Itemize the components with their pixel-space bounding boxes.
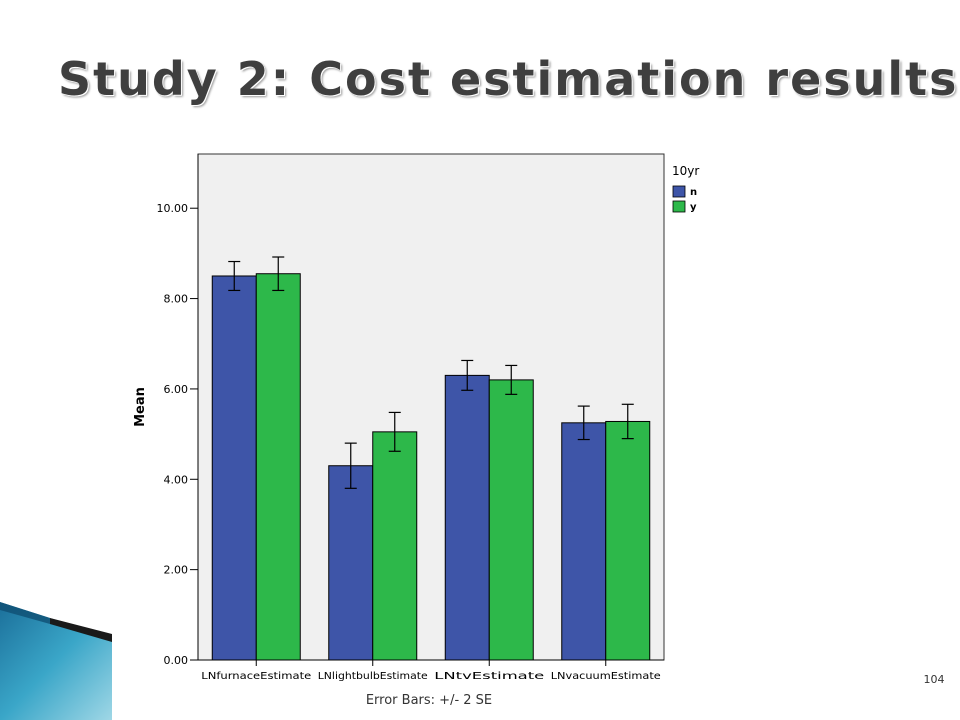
slide-title: Study 2: Cost estimation results — [58, 52, 959, 106]
bar-n-0 — [211, 275, 257, 661]
bar-n-1 — [328, 465, 374, 661]
error-bar-y-2 — [505, 364, 518, 395]
bar-n-3 — [561, 422, 607, 661]
bar-y-1 — [372, 431, 418, 661]
x-tick-label: LNvacuumEstimate — [551, 671, 661, 682]
x-tick-label: LNtvEstimate — [434, 671, 544, 682]
legend-title: 10yr — [672, 164, 699, 178]
corner-decoration — [0, 602, 112, 720]
page-number: 104 — [923, 673, 945, 686]
error-bar-y-0 — [272, 256, 285, 292]
legend: 10yr n y — [672, 164, 699, 213]
legend-swatch-n — [672, 185, 686, 198]
y-tick-label: 6.00 — [164, 383, 189, 396]
y-tick-label: 8.00 — [164, 293, 189, 306]
x-axis-label: Error Bars: +/- 2 SE — [366, 693, 492, 708]
y-axis-label: Mean — [133, 387, 148, 427]
y-tick-label: 10.00 — [157, 202, 189, 215]
y-tick-label: 2.00 — [164, 564, 189, 577]
error-bar-n-3 — [577, 405, 590, 441]
x-tick-label: LNlightbulbEstimate — [318, 671, 428, 682]
error-bar-y-3 — [621, 403, 634, 440]
bar-y-3 — [605, 420, 651, 661]
bar-n-2 — [444, 374, 490, 661]
legend-swatch-y — [672, 200, 686, 213]
error-bar-n-2 — [461, 359, 474, 391]
legend-label-y: y — [690, 202, 697, 213]
error-bar-n-0 — [228, 260, 241, 292]
bar-y-0 — [255, 273, 301, 661]
y-tick-label: 0.00 — [164, 654, 189, 667]
x-tick-label: LNfurnaceEstimate — [201, 671, 311, 682]
y-tick-label: 4.00 — [164, 473, 189, 486]
error-bar-n-1 — [344, 442, 357, 489]
error-bar-y-1 — [388, 411, 401, 452]
legend-label-n: n — [690, 187, 697, 198]
bar-y-2 — [488, 379, 534, 661]
